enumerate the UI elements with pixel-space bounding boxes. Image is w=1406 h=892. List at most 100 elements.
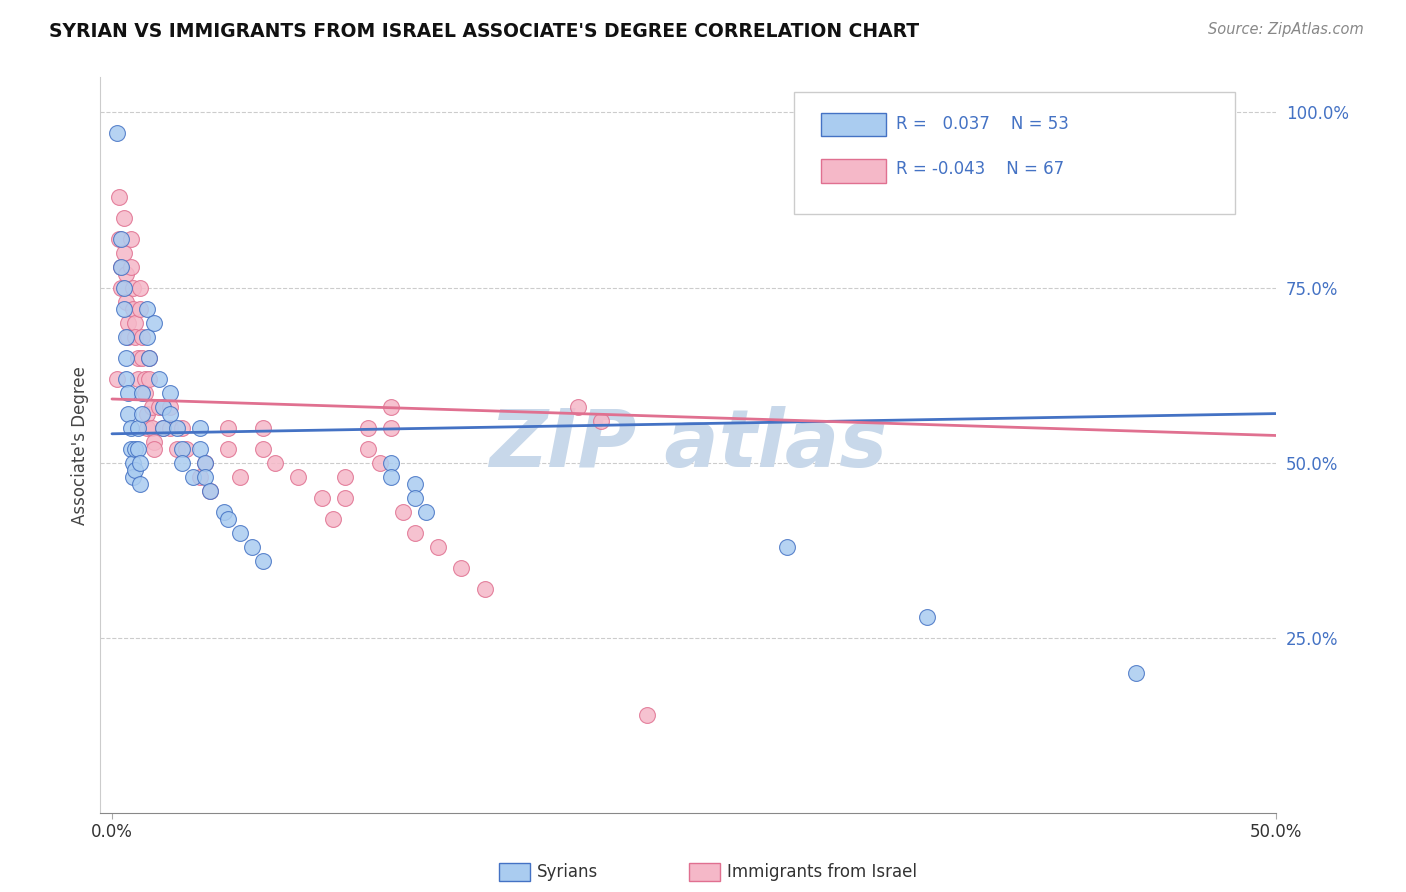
FancyBboxPatch shape xyxy=(821,159,886,183)
Point xyxy=(115,294,138,309)
Point xyxy=(122,301,145,316)
Point xyxy=(131,329,153,343)
Point xyxy=(141,400,163,414)
Point xyxy=(135,407,157,421)
Point xyxy=(159,420,181,434)
Point xyxy=(142,316,165,330)
Text: ZIP atlas: ZIP atlas xyxy=(489,406,887,484)
Point xyxy=(112,301,135,316)
Point xyxy=(142,442,165,456)
Point xyxy=(129,456,152,470)
Point xyxy=(404,525,426,540)
Point xyxy=(138,371,160,385)
Point xyxy=(776,540,799,554)
Point xyxy=(124,463,146,477)
Point xyxy=(110,231,132,245)
Point xyxy=(120,231,142,245)
Point xyxy=(122,469,145,483)
Point xyxy=(240,540,263,554)
Point xyxy=(120,442,142,456)
Point xyxy=(392,505,415,519)
Point xyxy=(122,456,145,470)
Point xyxy=(159,400,181,414)
Point xyxy=(135,329,157,343)
Point xyxy=(131,407,153,421)
Point xyxy=(142,434,165,449)
Point xyxy=(115,267,138,281)
Point xyxy=(252,420,274,434)
Point xyxy=(357,442,380,456)
Point xyxy=(129,280,152,294)
Point xyxy=(404,491,426,505)
Point xyxy=(117,407,139,421)
Point xyxy=(333,491,356,505)
Point xyxy=(120,420,142,434)
Point xyxy=(194,456,217,470)
Point xyxy=(198,483,221,498)
Point xyxy=(122,280,145,294)
Point xyxy=(567,400,589,414)
Text: SYRIAN VS IMMIGRANTS FROM ISRAEL ASSOCIATE'S DEGREE CORRELATION CHART: SYRIAN VS IMMIGRANTS FROM ISRAEL ASSOCIA… xyxy=(49,22,920,41)
Point xyxy=(322,512,344,526)
Point xyxy=(108,189,131,203)
Point xyxy=(190,469,212,483)
Point xyxy=(134,385,156,400)
Point xyxy=(915,609,938,624)
Point xyxy=(159,385,181,400)
Point xyxy=(1125,665,1147,680)
Point xyxy=(380,456,402,470)
Point xyxy=(415,505,437,519)
Point xyxy=(135,301,157,316)
Point xyxy=(148,400,170,414)
Point xyxy=(117,316,139,330)
Point xyxy=(117,385,139,400)
Point xyxy=(129,301,152,316)
Point xyxy=(127,442,149,456)
Point xyxy=(212,505,235,519)
Point xyxy=(112,211,135,225)
Point xyxy=(159,407,181,421)
Point xyxy=(357,420,380,434)
Point xyxy=(404,476,426,491)
Point xyxy=(229,525,252,540)
Point xyxy=(105,127,128,141)
Point xyxy=(131,385,153,400)
Point xyxy=(141,420,163,434)
Point xyxy=(198,483,221,498)
Point xyxy=(115,371,138,385)
Point xyxy=(115,329,138,343)
Point xyxy=(190,420,212,434)
Y-axis label: Associate's Degree: Associate's Degree xyxy=(72,366,89,524)
Point xyxy=(426,540,449,554)
Point xyxy=(117,329,139,343)
Point xyxy=(450,560,472,574)
Point xyxy=(637,707,659,722)
Point xyxy=(368,456,391,470)
Point xyxy=(252,442,274,456)
Point xyxy=(170,442,193,456)
Point xyxy=(380,400,402,414)
Point xyxy=(217,512,239,526)
Point xyxy=(287,469,309,483)
Point xyxy=(135,420,157,434)
FancyBboxPatch shape xyxy=(821,112,886,136)
Point xyxy=(124,329,146,343)
Point xyxy=(138,351,160,365)
Point xyxy=(138,351,160,365)
Point xyxy=(124,316,146,330)
Point xyxy=(166,420,188,434)
Point xyxy=(127,371,149,385)
Point xyxy=(166,442,188,456)
Point xyxy=(252,554,274,568)
Point xyxy=(110,260,132,274)
Point xyxy=(311,491,333,505)
Point xyxy=(127,351,149,365)
Point xyxy=(129,476,152,491)
Point xyxy=(110,260,132,274)
Point xyxy=(474,582,496,596)
Point xyxy=(152,420,174,434)
Point xyxy=(190,442,212,456)
Point xyxy=(217,420,239,434)
Point xyxy=(108,231,131,245)
Point xyxy=(134,371,156,385)
